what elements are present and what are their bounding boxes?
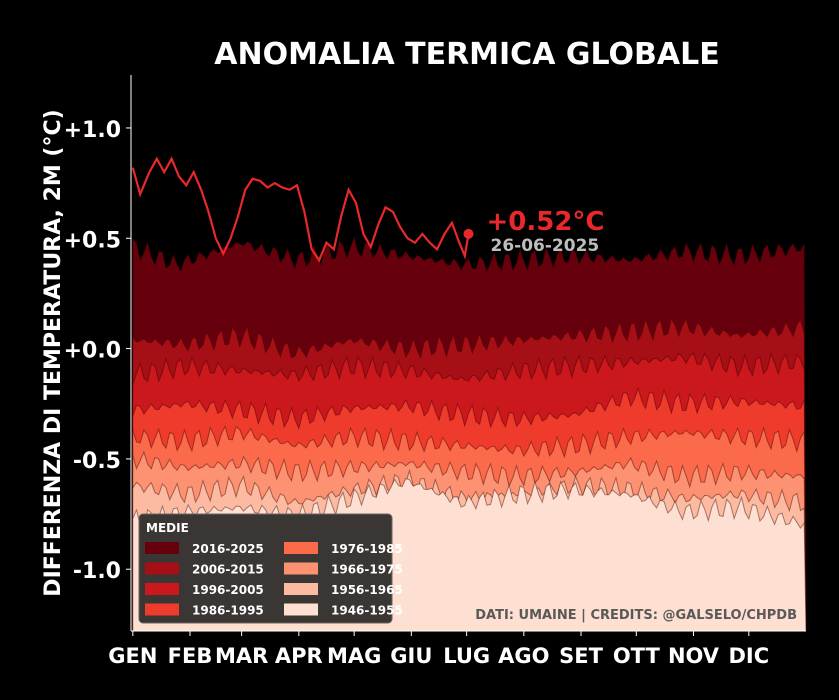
y-tick-label: -1.0 bbox=[73, 559, 121, 584]
last-value-point bbox=[463, 228, 474, 239]
x-tick-label: LUG bbox=[443, 644, 490, 668]
legend-label: 1986-1995 bbox=[192, 604, 264, 618]
last-date-label: 26-06-2025 bbox=[491, 236, 600, 256]
legend-label: 1976-1985 bbox=[331, 542, 403, 556]
legend-swatch bbox=[145, 583, 179, 595]
y-tick-label: +0.5 bbox=[64, 228, 121, 253]
y-tick-label: -0.5 bbox=[73, 449, 121, 474]
legend-label: 2006-2015 bbox=[192, 563, 264, 577]
legend-label: 1956-1965 bbox=[331, 583, 403, 597]
series-line-2025 bbox=[131, 156, 470, 263]
last-value-label: +0.52°C bbox=[487, 207, 605, 237]
legend-swatch bbox=[284, 562, 318, 575]
legend-title: MEDIE bbox=[146, 521, 189, 535]
legend-label: 2016-2025 bbox=[192, 542, 264, 556]
chart-title: ANOMALIA TERMICA GLOBALE bbox=[214, 37, 719, 72]
x-tick-label: NOV bbox=[668, 644, 720, 668]
y-tick-label: +0.0 bbox=[64, 339, 121, 364]
legend-box bbox=[138, 513, 393, 624]
x-tick-label: OTT bbox=[613, 644, 661, 668]
legend-label: 1996-2005 bbox=[192, 583, 264, 597]
y-axis-label: DIFFERENZA DI TEMPERATURA, 2M (°C) bbox=[41, 109, 66, 596]
credit-text: DATI: UMAINE | CREDITS: @GALSELO/CHPDB bbox=[475, 608, 797, 623]
x-tick-label: MAG bbox=[327, 644, 381, 668]
x-tick-label: GIU bbox=[390, 644, 432, 668]
x-tick-label: GEN bbox=[108, 644, 157, 668]
legend-swatch bbox=[145, 603, 179, 616]
x-tick-label: AGO bbox=[498, 644, 549, 668]
legend-swatch bbox=[145, 562, 179, 575]
current-year-series: +0.52°C26-06-2025 bbox=[131, 156, 605, 263]
legend-label: 1946-1955 bbox=[331, 604, 403, 618]
x-tick-label: APR bbox=[275, 644, 323, 668]
legend-label: 1966-1975 bbox=[331, 563, 403, 577]
legend-swatch bbox=[284, 542, 318, 554]
axes: +1.0 +0.5 +0.0 -0.5 -1.0 GEN FEB MAR APR MAG GIU LU… bbox=[64, 75, 806, 668]
y-tick-label: +1.0 bbox=[64, 118, 121, 143]
x-tick-label: SET bbox=[559, 644, 603, 668]
x-tick-label: MAR bbox=[215, 644, 268, 668]
legend-swatch bbox=[145, 542, 179, 554]
legend-swatch bbox=[284, 603, 318, 616]
x-tick-label: FEB bbox=[168, 644, 213, 668]
x-tick-label: DIC bbox=[728, 644, 769, 668]
legend-swatch bbox=[284, 583, 318, 595]
